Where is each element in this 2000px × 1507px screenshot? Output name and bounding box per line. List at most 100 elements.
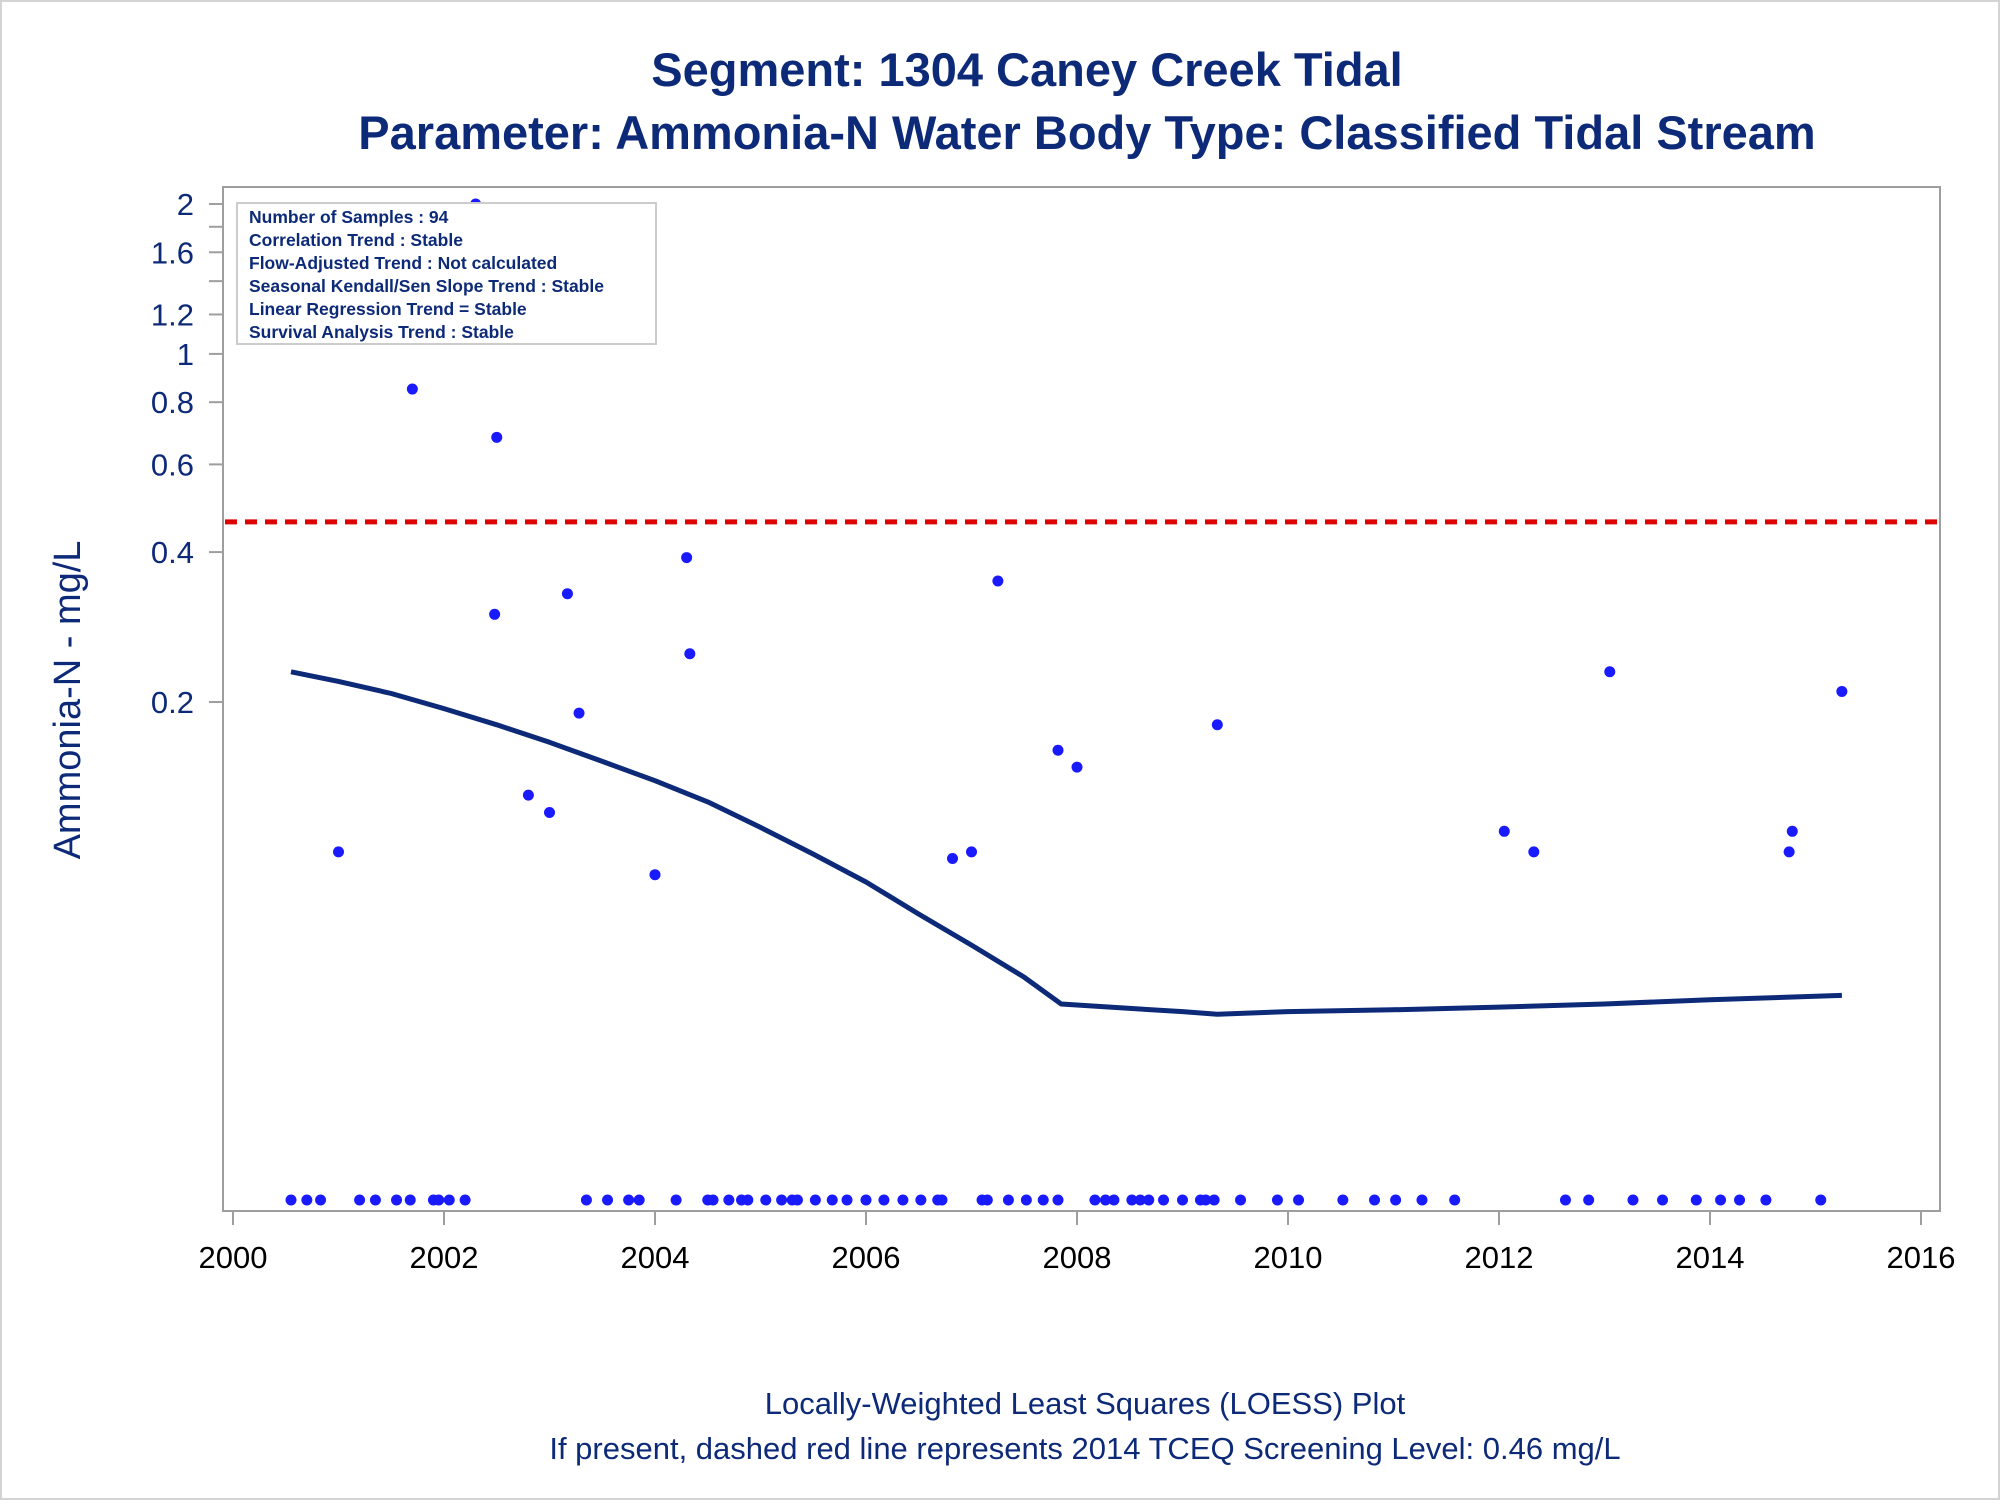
censored-data-point: [391, 1194, 403, 1206]
data-point: [406, 383, 418, 395]
censored-data-point: [1690, 1194, 1702, 1206]
x-tick-label: 2000: [199, 1240, 268, 1275]
censored-data-point: [1126, 1194, 1138, 1206]
data-point: [684, 648, 696, 660]
stats-line-survival: Survival Analysis Trend : Stable: [249, 322, 514, 342]
censored-data-point: [1627, 1194, 1639, 1206]
censored-data-point: [1134, 1194, 1146, 1206]
censored-data-point: [1143, 1194, 1155, 1206]
censored-data-point: [369, 1194, 381, 1206]
y-tick-label: 0.4: [151, 535, 194, 570]
footnote-line-2: If present, dashed red line represents 2…: [549, 1431, 1620, 1466]
x-axis: 2000 2002 2004 2006 2008 2010 2012 2014 2016: [199, 1211, 1956, 1275]
data-point: [1786, 825, 1798, 837]
censored-data-point: [707, 1194, 719, 1206]
censored-data-point: [1271, 1194, 1283, 1206]
data-point: [333, 846, 344, 858]
y-axis: 0.2 0.4 0.6 0.8 1 1.2 1.6 2: [151, 187, 223, 720]
y-tick-label: 1.6: [151, 235, 194, 270]
data-point: [1528, 846, 1540, 858]
data-point: [947, 853, 959, 865]
x-tick-label: 2006: [832, 1240, 901, 1275]
censored-data-point: [1037, 1194, 1049, 1206]
censored-data-point: [936, 1194, 948, 1206]
censored-data-point: [1089, 1194, 1101, 1206]
data-point: [573, 707, 585, 719]
data-point: [1783, 846, 1795, 858]
censored-data-point: [1099, 1194, 1111, 1206]
censored-data-point: [1002, 1194, 1014, 1206]
censored-data-point: [809, 1194, 821, 1206]
data-point: [522, 789, 534, 801]
stats-line-flow-adjusted: Flow-Adjusted Trend : Not calculated: [249, 253, 557, 273]
censored-data-point: [670, 1194, 682, 1206]
stats-box-border: [236, 202, 657, 345]
data-point: [1836, 685, 1848, 697]
x-tick-label: 2008: [1043, 1240, 1112, 1275]
censored-data-point: [1235, 1194, 1247, 1206]
x-tick-label: 2002: [410, 1240, 479, 1275]
y-tick-label: 1.2: [151, 297, 194, 332]
data-point: [1604, 666, 1616, 678]
censored-data-point: [301, 1194, 313, 1206]
censored-data-point: [285, 1194, 297, 1206]
censored-data-point: [1369, 1194, 1381, 1206]
data-point: [966, 846, 977, 858]
data-point: [649, 869, 661, 881]
censored-data-point: [623, 1194, 635, 1206]
censored-data-point: [1390, 1194, 1402, 1206]
censored-data-point: [1293, 1194, 1305, 1206]
data-point: [1071, 761, 1083, 773]
censored-data-point: [315, 1194, 327, 1206]
censored-data-point: [1657, 1194, 1669, 1206]
data-point: [1211, 719, 1223, 731]
data-point: [489, 608, 501, 620]
plot-area: [222, 186, 1941, 1212]
censored-data-point: [1449, 1194, 1461, 1206]
chart-subtitle: Parameter: Ammonia-N Water Body Type: Cl…: [358, 106, 1815, 159]
censored-data-point: [826, 1194, 838, 1206]
censored-data-point: [791, 1194, 803, 1206]
censored-data-point: [742, 1194, 754, 1206]
censored-data-point: [1734, 1194, 1746, 1206]
censored-data-point: [1559, 1194, 1571, 1206]
y-tick-label: 2: [177, 187, 194, 222]
data-point: [491, 431, 503, 443]
censored-data-point: [1177, 1194, 1188, 1206]
censored-data-point: [1200, 1194, 1212, 1206]
censored-data-point: [354, 1194, 366, 1206]
stats-line-correlation: Correlation Trend : Stable: [249, 230, 463, 250]
censored-data-point: [580, 1194, 592, 1206]
censored-data-point: [633, 1194, 645, 1206]
censored-data-point: [841, 1194, 853, 1206]
y-tick-label: 0.6: [151, 447, 194, 482]
censored-data-point: [1416, 1194, 1428, 1206]
censored-data-point: [1815, 1194, 1827, 1206]
censored-data-point: [1337, 1194, 1349, 1206]
stats-line-linear-regression: Linear Regression Trend = Stable: [249, 299, 527, 319]
censored-data-point: [915, 1194, 927, 1206]
censored-data-point: [602, 1194, 614, 1206]
censored-data-point: [1208, 1194, 1220, 1206]
loess-trend-line: [290, 669, 1842, 1017]
censored-data-point: [860, 1194, 872, 1206]
x-tick-label: 2012: [1465, 1240, 1534, 1275]
censored-data-point: [1052, 1194, 1064, 1206]
y-tick-label: 1: [177, 337, 194, 372]
data-point: [544, 806, 555, 818]
footnote-line-1: Locally-Weighted Least Squares (LOESS) P…: [765, 1386, 1406, 1421]
censored-data-point: [878, 1194, 890, 1206]
data-point: [681, 552, 693, 564]
data-point: [1052, 744, 1064, 756]
censored-data-point: [723, 1194, 735, 1206]
censored-data-point: [1020, 1194, 1032, 1206]
censored-data-point: [1158, 1194, 1170, 1206]
data-point: [992, 575, 1004, 587]
stats-line-samples: Number of Samples : 94: [249, 207, 449, 227]
x-tick-label: 2016: [1887, 1240, 1956, 1275]
censored-data-point: [1760, 1194, 1772, 1206]
censored-data-point: [433, 1194, 445, 1206]
x-tick-label: 2014: [1676, 1240, 1745, 1275]
sample-points: [285, 198, 1848, 1206]
